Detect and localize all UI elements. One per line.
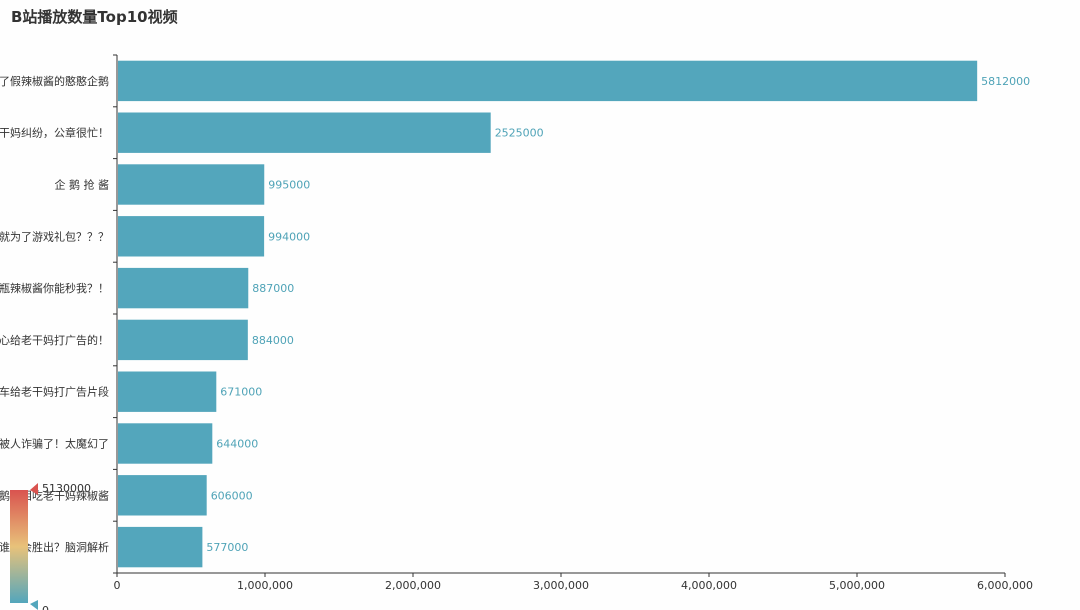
bar[interactable]	[118, 112, 491, 153]
bar[interactable]	[118, 164, 265, 205]
value-label: 884000	[252, 334, 294, 347]
value-label: 671000	[220, 386, 262, 399]
value-label: 5812000	[981, 75, 1030, 88]
value-label: 994000	[268, 230, 310, 243]
x-tick-label: 3,000,000	[533, 579, 589, 592]
category-label: 老干妈纠纷，公章很忙！	[0, 126, 109, 140]
value-label: 995000	[268, 179, 310, 192]
bar[interactable]	[118, 267, 249, 309]
chart-title: B站播放数量Top10视频	[11, 8, 178, 26]
value-label: 577000	[206, 541, 248, 554]
axes: 0 1,000,000 2,000,000 3,000,000 4,000,000 5,0…	[113, 54, 1033, 592]
category-label: 就为了游戏礼包？？？	[0, 229, 109, 243]
bar[interactable]	[118, 319, 248, 361]
x-tick-label: 4,000,000	[681, 579, 737, 592]
bars-layer	[118, 60, 978, 568]
visual-map-handle-top[interactable]	[30, 483, 38, 495]
value-label: 2525000	[495, 127, 544, 140]
bar[interactable]	[118, 60, 978, 102]
labels-layer: 5812000 吃了假辣椒酱的憨憨企鹅 2525000 老干妈纠纷，公章很忙！ 9950…	[0, 74, 1030, 554]
category-label: 飞车给老干妈打广告片段	[0, 385, 109, 399]
category-label: 企 鹅 抢 酱	[55, 178, 110, 192]
x-tick-label: 1,000,000	[237, 579, 293, 592]
visual-map-bar[interactable]	[10, 490, 28, 603]
value-label: 606000	[211, 489, 253, 502]
x-tick-label: 0	[114, 579, 121, 592]
category-label: 吃了假辣椒酱的憨憨企鹅	[0, 74, 109, 88]
category-label: 良心给老干妈打广告的！	[0, 333, 109, 347]
bar[interactable]	[118, 475, 207, 516]
bar[interactable]	[118, 526, 203, 568]
category-label: 腾讯被人诈骗了！太魔幻了	[0, 437, 109, 451]
bar[interactable]	[118, 216, 265, 257]
value-label: 887000	[252, 282, 294, 295]
visual-map-min-label: 0	[42, 604, 49, 610]
visual-map[interactable]: 5130000 0	[10, 482, 91, 610]
visual-map-max-label: 5130000	[42, 482, 91, 495]
x-tick-label: 2,000,000	[385, 579, 441, 592]
bar[interactable]	[118, 423, 213, 464]
bar[interactable]	[118, 371, 217, 412]
category-label: 10瓶辣椒酱你能秒我？！	[0, 281, 109, 295]
x-tick-label: 5,000,000	[829, 579, 885, 592]
visual-map-handle-bottom[interactable]	[30, 600, 38, 610]
x-tick-label: 6,000,000	[977, 579, 1033, 592]
value-label: 644000	[216, 438, 258, 451]
